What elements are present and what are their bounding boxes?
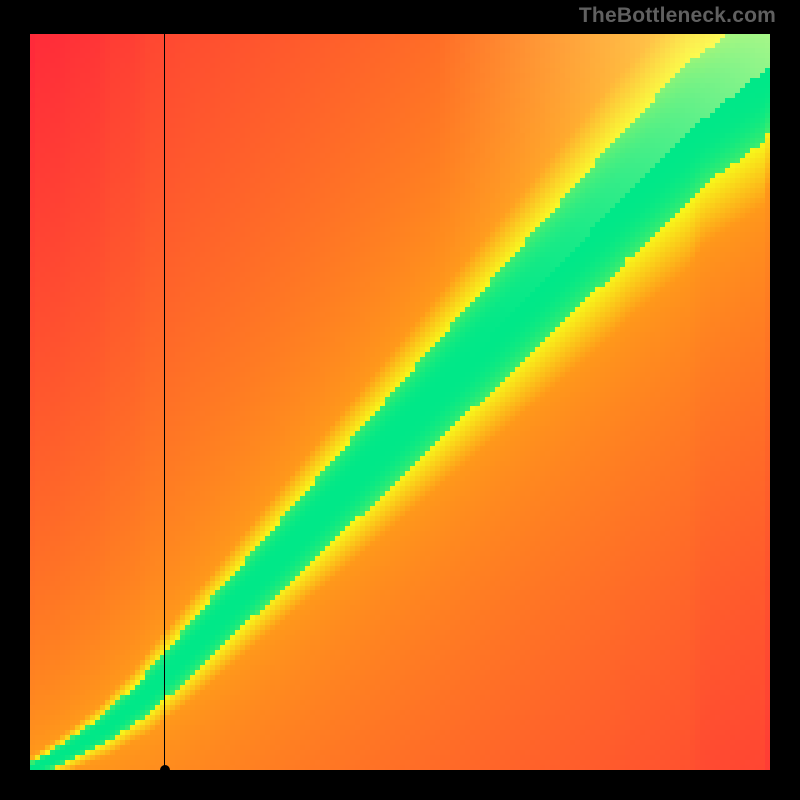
bottleneck-heatmap bbox=[30, 34, 770, 770]
plot-area bbox=[30, 34, 770, 770]
crosshair-marker-dot bbox=[160, 765, 170, 775]
source-watermark: TheBottleneck.com bbox=[579, 4, 776, 28]
crosshair-vertical-line bbox=[164, 34, 165, 770]
